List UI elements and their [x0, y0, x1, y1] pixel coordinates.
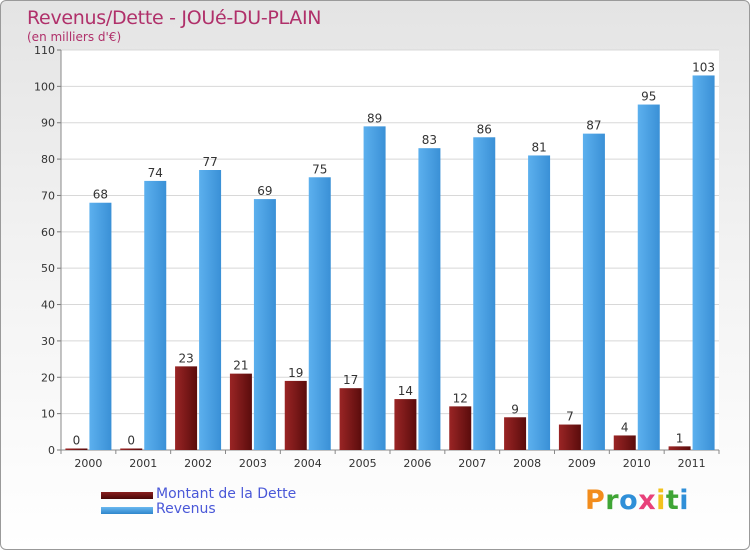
legend-swatch-debt: [101, 492, 153, 499]
y-tick-label: 60: [41, 226, 55, 239]
data-label-debt: 17: [343, 373, 358, 387]
bar-debt: [284, 380, 307, 450]
bar-debt: [120, 448, 143, 450]
data-label-revenue: 77: [202, 155, 217, 169]
y-tick-label: 10: [41, 408, 55, 421]
bar-debt: [394, 399, 417, 450]
data-label-debt: 4: [621, 420, 629, 434]
logo-letter: t: [665, 485, 680, 516]
bar-revenue: [582, 133, 605, 451]
logo-letter: i: [656, 485, 666, 516]
y-tick-label: 100: [34, 80, 55, 93]
y-tick-label: 110: [34, 44, 55, 57]
bar-revenue: [637, 104, 660, 450]
bar-debt: [613, 435, 636, 450]
data-label-debt: 14: [398, 384, 413, 398]
chart-subtitle: (en milliers d'€): [27, 30, 122, 44]
bar-revenue: [308, 177, 331, 451]
bar-revenue: [363, 126, 386, 450]
data-label-revenue: 69: [257, 184, 272, 198]
data-label-revenue: 95: [641, 90, 656, 104]
data-label-debt: 0: [127, 434, 135, 448]
bar-debt: [449, 406, 472, 450]
bar-revenue: [89, 202, 112, 450]
legend-label-revenue: Revenus: [156, 501, 216, 517]
bar-debt: [504, 417, 527, 450]
logo-letter: x: [638, 485, 657, 516]
x-tick-label: 2004: [294, 457, 322, 470]
chart-title: Revenus/Dette - JOUé-DU-PLAIN: [27, 7, 322, 29]
data-label-debt: 23: [178, 351, 193, 365]
data-label-debt: 7: [566, 410, 574, 424]
x-tick-label: 2002: [184, 457, 212, 470]
data-label-revenue: 74: [148, 166, 163, 180]
logo-letter: o: [619, 485, 639, 516]
legend-swatch-revenue: [101, 507, 153, 514]
y-tick-label: 0: [48, 444, 55, 457]
bar-revenue: [418, 148, 441, 450]
data-label-debt: 12: [453, 391, 468, 405]
x-tick-label: 2001: [129, 457, 157, 470]
bar-revenue: [528, 155, 551, 451]
x-tick-label: 2009: [568, 457, 596, 470]
logo-letter: i: [679, 485, 690, 516]
bar-debt: [229, 373, 252, 450]
bar-debt: [558, 424, 581, 450]
bar-revenue: [144, 180, 167, 450]
x-tick-label: 2011: [678, 457, 706, 470]
y-tick-label: 90: [41, 117, 55, 130]
x-tick-label: 2010: [623, 457, 651, 470]
data-label-revenue: 86: [477, 122, 492, 136]
y-tick-label: 50: [41, 262, 55, 275]
x-tick-label: 2006: [403, 457, 431, 470]
y-tick-label: 20: [41, 371, 55, 384]
bar-revenue: [199, 170, 222, 450]
bar-revenue: [473, 137, 496, 451]
y-tick-label: 80: [41, 153, 55, 166]
x-tick-label: 2000: [74, 457, 102, 470]
data-label-debt: 0: [73, 434, 81, 448]
data-label-revenue: 75: [312, 162, 327, 176]
data-label-debt: 21: [233, 359, 248, 373]
bar-debt: [668, 446, 691, 450]
bar-debt: [65, 448, 88, 450]
bar-debt: [175, 366, 198, 450]
x-tick-label: 2008: [513, 457, 541, 470]
data-label-revenue: 87: [586, 119, 601, 133]
x-tick-label: 2003: [239, 457, 267, 470]
bar-revenue: [692, 75, 715, 451]
data-label-revenue: 103: [692, 60, 715, 74]
data-label-debt: 9: [511, 402, 519, 416]
data-label-debt: 1: [676, 431, 684, 445]
y-tick-label: 40: [41, 299, 55, 312]
y-tick-label: 30: [41, 335, 55, 348]
data-label-debt: 19: [288, 366, 303, 380]
y-tick-label: 70: [41, 189, 55, 202]
data-label-revenue: 81: [531, 140, 546, 154]
plot-area: [61, 50, 719, 450]
proxiti-logo: Proxiti: [585, 485, 689, 516]
legend-label-debt: Montant de la Dette: [156, 486, 297, 502]
x-tick-label: 2005: [349, 457, 377, 470]
logo-letter: P: [585, 485, 606, 516]
logo-letter: r: [605, 485, 620, 516]
x-tick-label: 2007: [458, 457, 486, 470]
data-label-revenue: 68: [93, 188, 108, 202]
data-label-revenue: 89: [367, 111, 382, 125]
bar-revenue: [253, 199, 276, 450]
bar-debt: [339, 388, 362, 450]
data-label-revenue: 83: [422, 133, 437, 147]
